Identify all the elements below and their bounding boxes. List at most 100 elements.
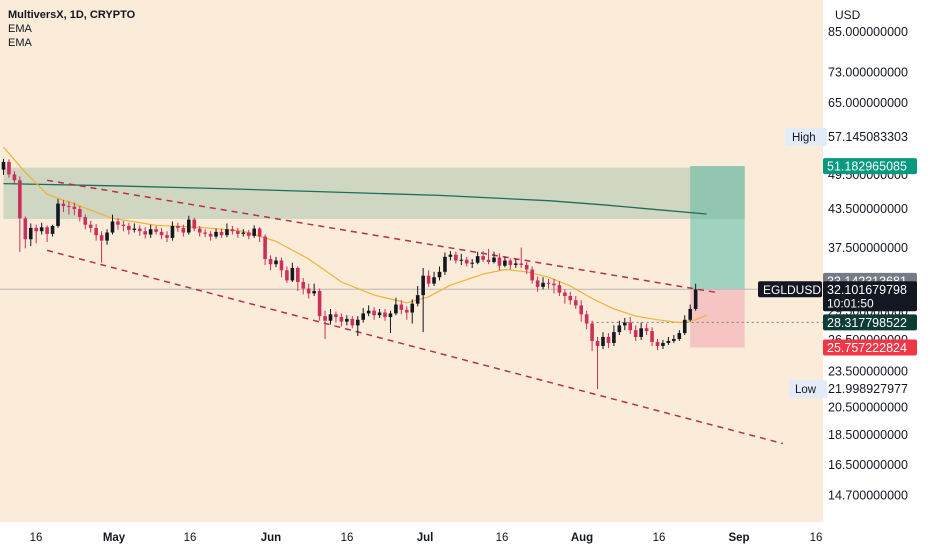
time-tick-label: Jul <box>417 532 434 544</box>
candle-body <box>116 221 120 225</box>
candle-body <box>296 267 300 283</box>
ema-legend-1[interactable]: EMA <box>8 23 32 35</box>
high-price-label: 57.145083303 <box>828 130 908 144</box>
candle-body <box>1 161 6 170</box>
candle-body <box>143 231 147 235</box>
price-tick-label: 43.500000000 <box>828 202 908 216</box>
candle-body <box>105 232 109 241</box>
ema-slow-line <box>3 182 707 215</box>
candle-body <box>366 310 371 314</box>
candle-body <box>437 271 442 278</box>
candle-body <box>268 259 273 265</box>
time-tick-label: May <box>103 532 126 544</box>
candle-body <box>88 224 93 228</box>
countdown-label: 10:01:50 <box>827 296 874 310</box>
candle-body <box>410 303 415 313</box>
candle-body <box>573 300 578 306</box>
candle-body <box>148 229 153 235</box>
trendline-upper <box>46 179 718 294</box>
price-tick-label: 85.000000000 <box>828 25 908 39</box>
ema-legend-2[interactable]: EMA <box>8 37 32 49</box>
candle-body <box>339 317 344 322</box>
candle-body <box>306 288 311 294</box>
candle-body <box>415 295 420 304</box>
candle-body <box>45 227 49 234</box>
time-tick-label: 16 <box>30 532 43 544</box>
candle-body <box>263 236 267 260</box>
high-marker-bg <box>785 127 827 146</box>
candle-body <box>236 231 240 234</box>
time-axis-background <box>0 522 823 550</box>
candle-body <box>377 312 382 316</box>
candle-body <box>72 206 77 210</box>
time-tick-label: 16 <box>810 532 823 544</box>
candle-body <box>312 290 316 294</box>
candle-body <box>246 232 251 236</box>
candle-body <box>563 292 567 296</box>
time-tick-label: Sep <box>728 532 749 544</box>
candle-body <box>481 256 485 260</box>
candle-body <box>541 282 545 287</box>
candle-body <box>225 229 229 236</box>
candle-body <box>432 277 436 284</box>
candle-body <box>470 262 474 264</box>
candle-body <box>78 209 82 218</box>
price-tick-label: 73.000000000 <box>828 65 908 79</box>
candle-body <box>568 295 573 301</box>
candle-body <box>214 231 218 237</box>
last-price-label: 32.101679798 <box>827 283 907 297</box>
candle-body <box>443 256 447 272</box>
candle-body <box>94 227 98 236</box>
candle-body <box>399 304 404 310</box>
time-tick-label: 16 <box>184 532 197 544</box>
candle-body <box>361 313 365 320</box>
candle-body <box>187 219 191 233</box>
candle-body <box>579 305 583 315</box>
candle-body <box>530 269 534 281</box>
candle-body <box>110 221 115 233</box>
candle-body <box>355 319 360 326</box>
candle-body <box>682 319 687 334</box>
last-price-tag-bg <box>823 281 917 312</box>
candle-body <box>181 227 186 233</box>
candle-body <box>514 263 518 265</box>
candle-body <box>252 228 256 236</box>
candle-body <box>421 275 425 296</box>
candle-body <box>154 229 158 232</box>
price-tick-label: 20.500000000 <box>828 401 908 415</box>
symbol-title[interactable]: MultiversX, 1D, CRYPTO <box>8 9 136 21</box>
candle-body <box>301 282 306 289</box>
candle-body <box>334 314 338 318</box>
currency-selector[interactable]: USD <box>826 3 926 27</box>
candle-body <box>279 260 284 271</box>
candle-body <box>644 328 649 332</box>
candle-body <box>448 254 453 257</box>
candle-body <box>137 228 142 232</box>
candle-body <box>405 309 409 313</box>
candle-body <box>28 227 33 240</box>
candle-body <box>192 219 197 229</box>
candle-body <box>208 233 213 237</box>
plot-background <box>0 0 823 522</box>
candle-body <box>503 260 507 266</box>
candle-body <box>426 275 431 284</box>
candle-body <box>7 161 11 175</box>
candle-body <box>18 180 22 219</box>
time-tick-label: 16 <box>341 532 354 544</box>
candle-body <box>165 235 169 238</box>
candle-body <box>285 270 289 281</box>
candle-body <box>23 218 28 240</box>
candle-body <box>197 228 202 233</box>
price-tick-label: 16.500000000 <box>828 458 908 472</box>
candle-body <box>323 316 327 321</box>
price-tag-bg <box>823 339 917 356</box>
candle-body <box>127 225 131 230</box>
price-tag-bg <box>823 314 917 331</box>
time-tick-label: Aug <box>571 532 593 544</box>
candle-body <box>519 263 524 265</box>
low-price-label: 21.998927977 <box>828 382 908 396</box>
time-tick-label: Jun <box>261 532 281 544</box>
chart-legend: MultiversX, 1D, CRYPTO EMA EMA <box>8 8 135 50</box>
